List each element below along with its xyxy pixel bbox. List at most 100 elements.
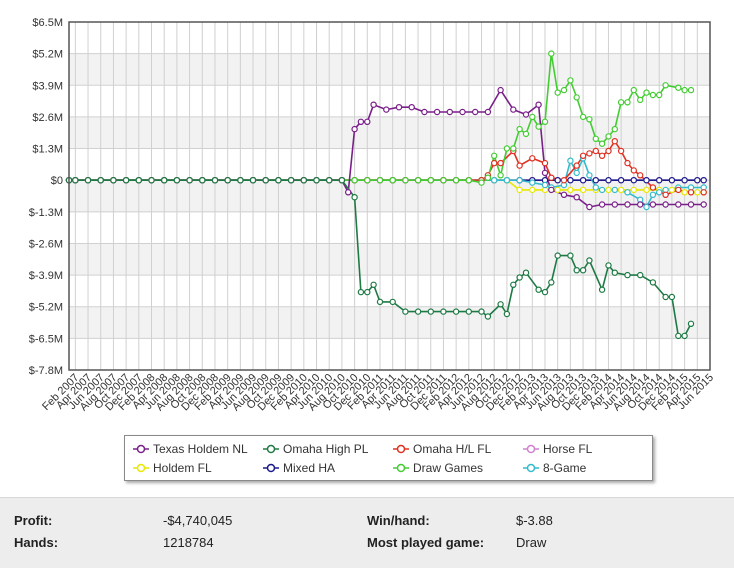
data-point-holdem-fl[interactable]	[668, 186, 676, 194]
data-point-texas-holdem-nl[interactable]	[408, 103, 415, 111]
data-point-draw-games[interactable]	[522, 130, 530, 138]
data-point-draw-games[interactable]	[389, 176, 396, 184]
data-point-texas-holdem-nl[interactable]	[497, 86, 504, 94]
data-point-omaha-high-pl[interactable]	[186, 176, 193, 184]
data-point-holdem-fl[interactable]	[630, 186, 638, 194]
data-point-8-game[interactable]	[611, 186, 619, 194]
data-point-omaha-high-pl[interactable]	[300, 176, 307, 184]
data-point-omaha-high-pl[interactable]	[338, 176, 346, 184]
data-point-draw-games[interactable]	[605, 133, 612, 140]
data-point-draw-games[interactable]	[656, 91, 663, 99]
data-point-omaha-high-pl[interactable]	[97, 176, 104, 184]
data-point-draw-games[interactable]	[630, 86, 638, 94]
data-point-8-game[interactable]	[624, 189, 631, 196]
data-point-texas-holdem-nl[interactable]	[364, 118, 371, 126]
data-point-omaha-h-l-fl[interactable]	[605, 147, 612, 155]
data-point-mixed-ha[interactable]	[592, 176, 600, 184]
data-point-texas-holdem-nl[interactable]	[573, 193, 580, 201]
data-point-mixed-ha[interactable]	[554, 176, 561, 184]
data-point-8-game[interactable]	[567, 157, 574, 164]
data-point-texas-holdem-nl[interactable]	[421, 108, 428, 116]
data-point-omaha-high-pl[interactable]	[357, 288, 365, 296]
data-point-mixed-ha[interactable]	[605, 176, 612, 184]
data-point-omaha-high-pl[interactable]	[160, 176, 168, 184]
data-point-omaha-high-pl[interactable]	[516, 274, 523, 281]
data-point-omaha-high-pl[interactable]	[110, 176, 117, 184]
data-point-omaha-high-pl[interactable]	[649, 279, 657, 286]
data-point-8-game[interactable]	[541, 181, 549, 189]
data-point-omaha-h-l-fl[interactable]	[579, 152, 587, 159]
data-point-omaha-high-pl[interactable]	[624, 271, 631, 279]
data-point-draw-games[interactable]	[637, 96, 644, 104]
data-point-draw-games[interactable]	[503, 145, 511, 152]
data-point-mixed-ha[interactable]	[681, 176, 688, 184]
data-point-holdem-fl[interactable]	[694, 189, 701, 196]
data-point-holdem-fl[interactable]	[554, 186, 561, 194]
data-point-omaha-high-pl[interactable]	[135, 176, 142, 184]
data-point-texas-holdem-nl[interactable]	[624, 201, 631, 208]
data-point-omaha-high-pl[interactable]	[326, 176, 333, 184]
data-point-omaha-high-pl[interactable]	[427, 308, 434, 315]
data-point-draw-games[interactable]	[364, 176, 371, 184]
data-point-mixed-ha[interactable]	[694, 176, 701, 184]
data-point-omaha-high-pl[interactable]	[275, 176, 282, 184]
data-point-omaha-h-l-fl[interactable]	[573, 162, 580, 169]
data-point-omaha-high-pl[interactable]	[402, 308, 409, 315]
data-point-texas-holdem-nl[interactable]	[700, 201, 707, 208]
data-point-holdem-fl[interactable]	[567, 186, 574, 194]
data-point-texas-holdem-nl[interactable]	[611, 201, 619, 208]
data-point-texas-holdem-nl[interactable]	[357, 118, 365, 126]
data-point-omaha-h-l-fl[interactable]	[637, 172, 644, 179]
data-point-mixed-ha[interactable]	[617, 176, 625, 184]
data-point-texas-holdem-nl[interactable]	[598, 201, 606, 208]
data-point-omaha-h-l-fl[interactable]	[586, 150, 593, 157]
data-point-omaha-h-l-fl[interactable]	[675, 186, 682, 194]
data-point-omaha-high-pl[interactable]	[122, 176, 130, 184]
data-point-omaha-high-pl[interactable]	[681, 332, 688, 340]
data-point-omaha-high-pl[interactable]	[440, 308, 447, 315]
data-point-omaha-h-l-fl[interactable]	[516, 162, 523, 169]
data-point-omaha-h-l-fl[interactable]	[598, 152, 606, 159]
data-point-omaha-h-l-fl[interactable]	[630, 167, 638, 174]
data-point-8-game[interactable]	[586, 172, 593, 179]
data-point-omaha-high-pl[interactable]	[484, 313, 492, 320]
data-point-omaha-h-l-fl[interactable]	[624, 159, 631, 167]
data-point-omaha-high-pl[interactable]	[554, 252, 561, 259]
data-point-omaha-h-l-fl[interactable]	[548, 174, 555, 181]
data-point-omaha-h-l-fl[interactable]	[617, 147, 625, 155]
data-point-texas-holdem-nl[interactable]	[351, 125, 358, 133]
data-point-omaha-high-pl[interactable]	[72, 176, 79, 184]
data-point-8-game[interactable]	[529, 179, 536, 186]
data-point-draw-games[interactable]	[497, 172, 504, 179]
data-point-draw-games[interactable]	[351, 176, 358, 184]
data-point-texas-holdem-nl[interactable]	[637, 201, 644, 208]
data-point-omaha-high-pl[interactable]	[313, 176, 320, 184]
data-point-8-game[interactable]	[649, 191, 657, 198]
data-point-draw-games[interactable]	[376, 176, 384, 184]
data-point-8-game[interactable]	[573, 169, 580, 177]
data-point-omaha-high-pl[interactable]	[173, 176, 181, 184]
data-point-omaha-high-pl[interactable]	[548, 279, 555, 286]
data-point-omaha-high-pl[interactable]	[199, 176, 206, 184]
data-point-omaha-high-pl[interactable]	[567, 252, 574, 259]
data-point-8-game[interactable]	[516, 176, 523, 184]
data-point-texas-holdem-nl[interactable]	[560, 191, 568, 198]
data-point-omaha-h-l-fl[interactable]	[592, 147, 600, 155]
data-point-omaha-high-pl[interactable]	[586, 257, 593, 264]
data-point-omaha-high-pl[interactable]	[605, 262, 612, 269]
data-point-texas-holdem-nl[interactable]	[649, 201, 657, 208]
data-point-texas-holdem-nl[interactable]	[395, 103, 403, 111]
data-point-texas-holdem-nl[interactable]	[510, 106, 517, 113]
data-point-draw-games[interactable]	[687, 86, 695, 94]
data-point-omaha-high-pl[interactable]	[573, 267, 580, 274]
data-point-texas-holdem-nl[interactable]	[472, 108, 479, 116]
data-point-omaha-h-l-fl[interactable]	[529, 155, 536, 162]
data-point-omaha-high-pl[interactable]	[287, 176, 295, 184]
data-point-texas-holdem-nl[interactable]	[433, 108, 441, 116]
data-point-mixed-ha[interactable]	[567, 176, 574, 184]
data-point-mixed-ha[interactable]	[630, 176, 638, 184]
data-point-draw-games[interactable]	[560, 86, 568, 94]
data-point-omaha-high-pl[interactable]	[522, 269, 530, 276]
data-point-omaha-high-pl[interactable]	[224, 176, 231, 184]
data-point-draw-games[interactable]	[579, 113, 587, 121]
